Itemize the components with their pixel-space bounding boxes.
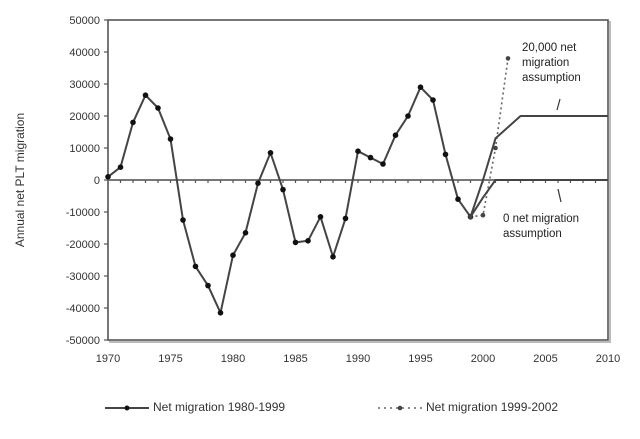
x-tick-label: 1995 [408,353,432,365]
y-tick-label: -30000 [66,271,100,283]
x-tick-label: 1990 [346,353,370,365]
data-point [317,214,324,220]
data-point [342,215,349,222]
y-tick-label: 30000 [69,79,100,91]
y-axis-ticks: 50000 40000 30000 20000 10000 0 -10000 -20000 -3… [66,15,108,347]
annotation-0-text: assumption [503,228,562,240]
series-line [469,115,608,218]
annotations: 20,000 net migration assumption 0 net migra… [503,42,581,240]
data-point [105,174,111,180]
data-point [442,151,449,158]
legend-label: Net migration 1999-2002 [426,400,559,414]
data-point [267,150,274,156]
data-point [280,186,286,193]
series-layer [105,56,608,316]
data-point [217,310,224,316]
y-tick-label: -20000 [66,239,100,251]
series-line [470,58,509,218]
data-point [130,119,136,126]
legend-item-net-migration-1999-2002: Net migration 1999-2002 [378,400,558,414]
legend-label: Net migration 1980-1999 [153,400,286,414]
y-tick-label: -50000 [66,335,100,347]
data-point [392,132,399,138]
data-point [367,154,374,161]
annotation-20000-text: assumption [522,72,581,84]
y-tick-label: 10000 [69,143,100,155]
y-axis-title: Annual net PLT migration [13,113,27,247]
data-point [405,113,411,119]
data-point [305,238,311,244]
y-tick-label: 0 [94,175,100,187]
annotation-0-text: 0 net migration [503,213,579,225]
legend: Net migration 1980-1999 Net migration 19… [0,400,640,420]
series-net-migration-1980-1999 [105,84,474,316]
y-tick-label: -40000 [66,303,100,315]
x-tick-label: 2010 [596,353,620,365]
data-point [167,136,174,142]
x-axis-ticks: 1970 1975 1980 1985 1990 1995 2000 2005 2010 [96,353,620,365]
data-point [205,282,211,289]
data-point [430,97,436,103]
y-tick-label: 20000 [69,111,100,123]
annotation-20000-text: migration [522,57,569,69]
data-point [192,263,199,270]
x-tick-label: 2000 [471,353,495,365]
x-tick-label: 1975 [158,353,182,365]
data-point [355,148,361,154]
data-point [242,230,249,236]
series-line [107,86,472,314]
y-tick-label: -10000 [66,207,100,219]
y-tick-label: 40000 [69,47,100,59]
annotation-20000-text: 20,000 net [522,42,577,54]
data-point [380,161,386,167]
series-line [469,179,608,218]
data-point [155,105,161,111]
x-tick-label: 1980 [221,353,245,365]
data-point [330,253,336,260]
solid-line-marker-icon [105,402,149,412]
x-tick-label: 1985 [283,353,307,365]
y-tick-label: 50000 [69,15,100,27]
x-tick-label: 1970 [96,353,120,365]
series-0-net-migration-assumption [469,179,608,218]
data-point [493,145,498,151]
data-point [455,196,461,202]
data-point [142,92,149,98]
data-point [480,212,486,218]
dotted-line-marker-icon [378,402,422,412]
data-point [505,56,511,61]
data-point [255,180,261,186]
data-point [230,252,236,258]
legend-item-net-migration-1980-1999: Net migration 1980-1999 [105,400,285,414]
annotation-pointer [557,188,562,203]
data-point [417,84,424,90]
data-point [292,239,299,246]
series-20-000-net-migration-assumption [469,115,608,218]
x-tick-label: 2005 [533,353,557,365]
data-point [180,217,186,223]
annotation-pointer [556,98,561,111]
data-point [117,164,124,170]
